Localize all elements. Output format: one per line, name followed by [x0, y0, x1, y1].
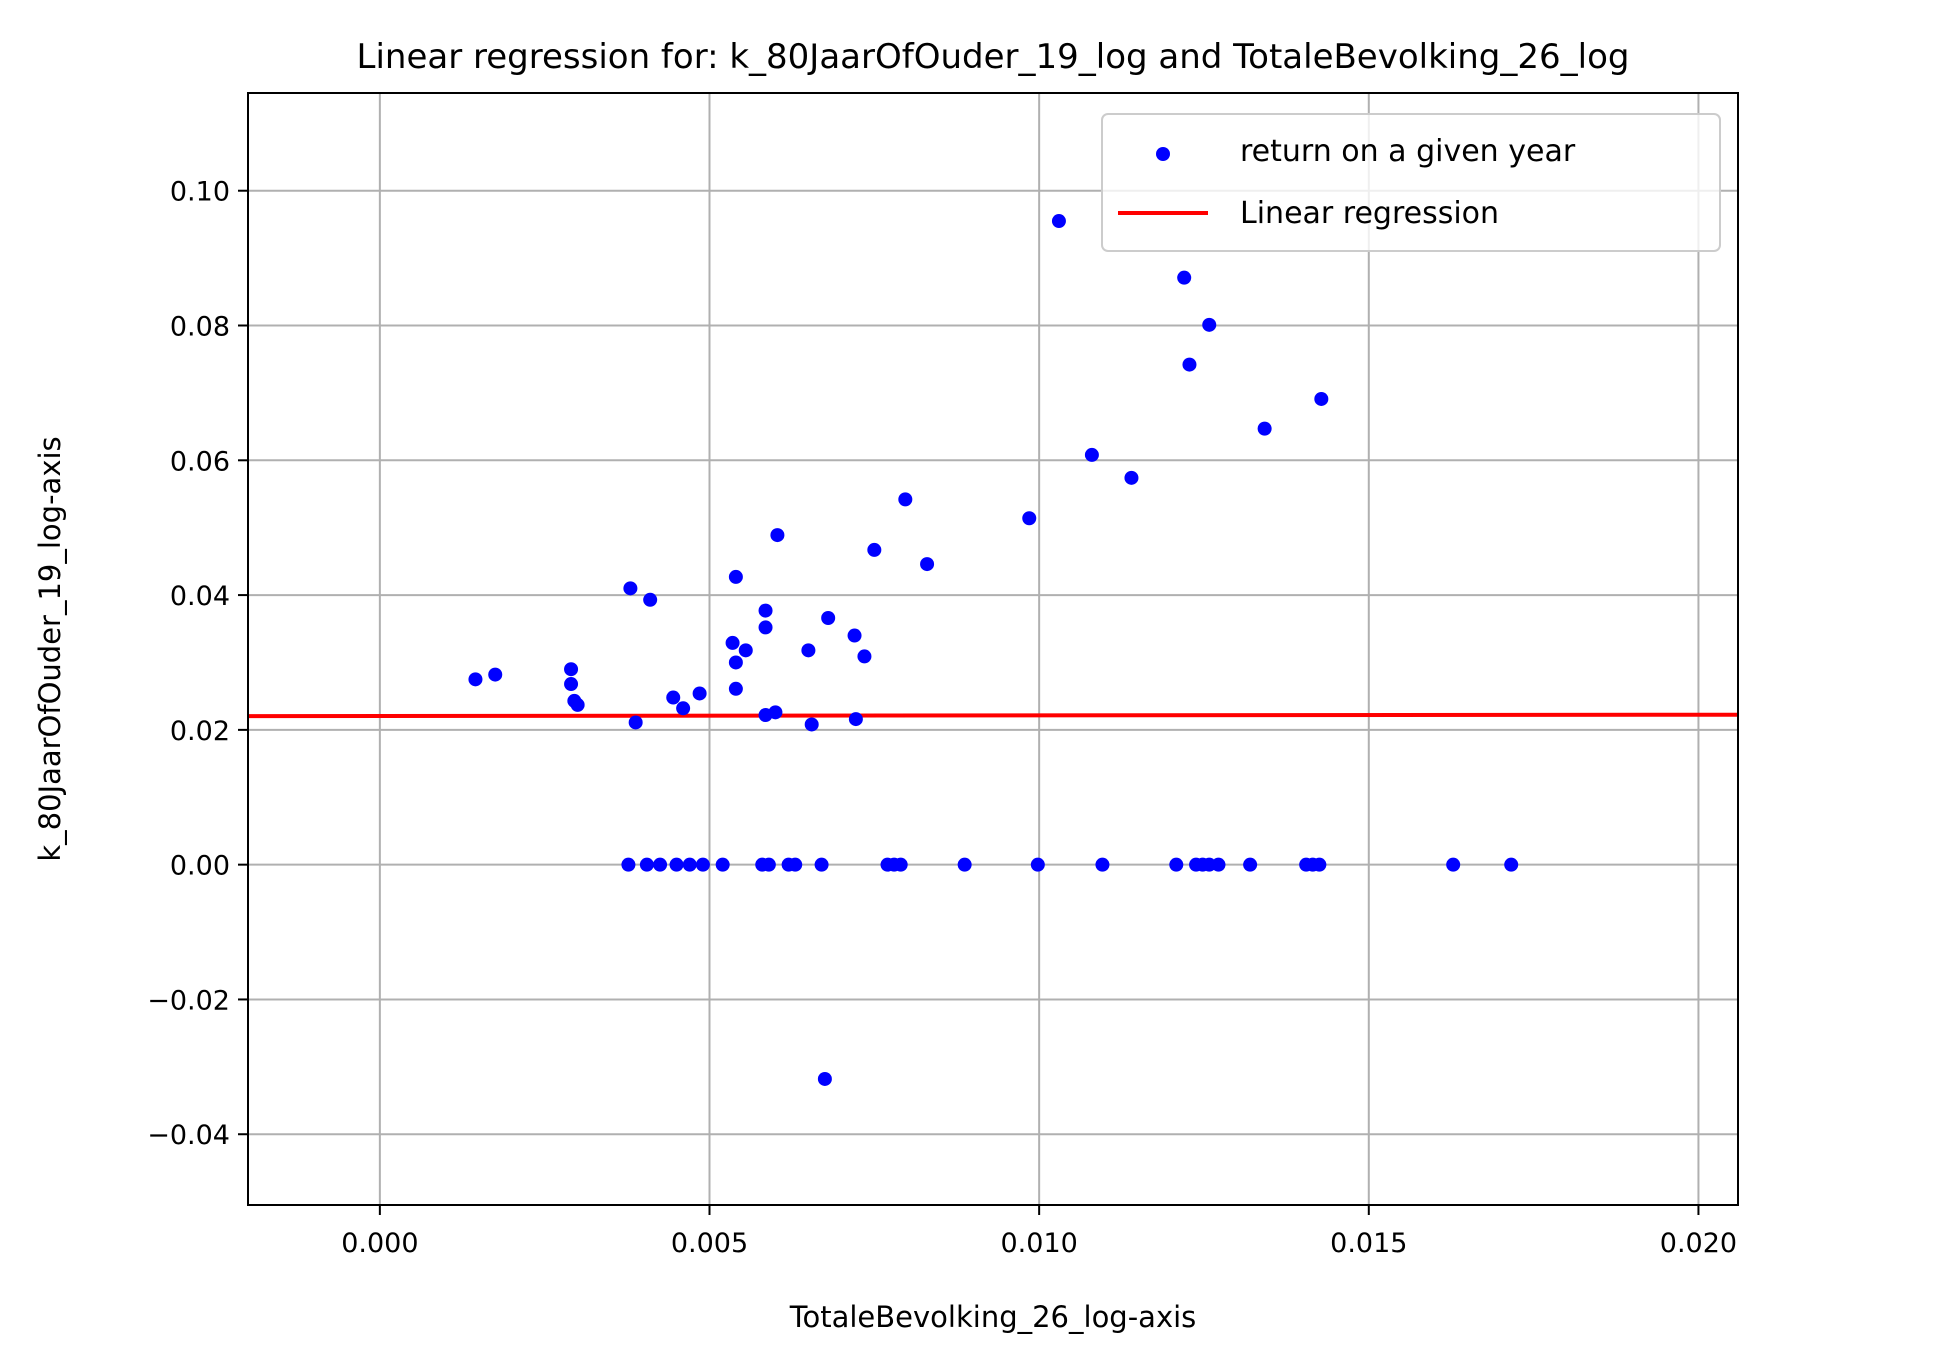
scatter-point: [623, 581, 638, 596]
scatter-point: [847, 628, 862, 643]
legend-label-line: Linear regression: [1240, 196, 1499, 231]
scatter-point: [1084, 447, 1099, 462]
y-tick-label: 0.10: [170, 177, 230, 208]
scatter-point: [1211, 857, 1226, 872]
scatter-point: [758, 620, 773, 635]
x-tick-label: 0.020: [1660, 1228, 1737, 1259]
scatter-point: [920, 557, 935, 572]
scatter-point: [468, 672, 483, 687]
y-axis-label: k_80JaarOfOuder_19_log-axis: [33, 436, 67, 861]
scatter-point: [1124, 470, 1139, 485]
x-axis-ticks: 0.000 0.005 0.010 0.015 0.020: [341, 1205, 1737, 1259]
scatter-point: [814, 857, 829, 872]
y-tick-label: −0.04: [147, 1120, 230, 1151]
scatter-point: [817, 1071, 832, 1086]
y-axis-ticks: −0.04 −0.02 0.00 0.02 0.04 0.06 0.08 0.10: [147, 177, 248, 1151]
scatter-point: [770, 528, 785, 543]
scatter-point: [1314, 391, 1329, 406]
scatter-point: [669, 857, 684, 872]
scatter-point: [898, 492, 913, 507]
x-axis-label: TotaleBevolking_26_log-axis: [789, 1300, 1197, 1334]
scatter-point: [692, 686, 707, 701]
scatter-point: [643, 592, 658, 607]
x-tick-label: 0.015: [1330, 1228, 1407, 1259]
scatter-point: [1051, 214, 1066, 229]
scatter-point: [1504, 857, 1519, 872]
scatter-point: [653, 857, 668, 872]
legend-marker-scatter: [1156, 147, 1170, 161]
scatter-point: [738, 643, 753, 658]
scatter-point: [1177, 270, 1192, 285]
scatter-point: [1202, 317, 1217, 332]
legend-frame: [1101, 113, 1721, 252]
y-tick-label: 0.08: [170, 312, 230, 343]
scatter-points: [468, 214, 1519, 1086]
legend-label-scatter: return on a given year: [1240, 134, 1576, 169]
scatter-point: [676, 701, 691, 716]
scatter-point: [857, 649, 872, 664]
scatter-point: [628, 715, 643, 730]
scatter-point: [1243, 857, 1258, 872]
scatter-point: [639, 857, 654, 872]
scatter-point: [1169, 857, 1184, 872]
scatter-point: [867, 542, 882, 557]
scatter-point: [1446, 857, 1461, 872]
scatter-point: [682, 857, 697, 872]
plot-frame: [247, 92, 1739, 1206]
y-tick-label: 0.04: [170, 581, 230, 612]
scatter-point: [821, 610, 836, 625]
scatter-point: [893, 857, 908, 872]
scatter-point: [1257, 421, 1272, 436]
scatter-point: [758, 603, 773, 618]
scatter-point: [728, 569, 743, 584]
scatter-point: [621, 857, 636, 872]
scatter-point: [1312, 857, 1327, 872]
scatter-point: [1095, 857, 1110, 872]
scatter-point: [788, 857, 803, 872]
scatter-point: [1022, 511, 1037, 526]
regression-line: [247, 712, 1739, 719]
x-tick-label: 0.010: [1001, 1228, 1078, 1259]
scatter-point: [1182, 357, 1197, 372]
y-tick-label: 0.00: [170, 851, 230, 882]
grid: [248, 93, 1738, 1205]
scatter-point: [801, 643, 816, 658]
regression-layer: [247, 712, 1739, 719]
scatter-point: [564, 677, 579, 692]
scatter-point: [570, 697, 585, 712]
scatter-point: [715, 857, 730, 872]
scatter-point: [666, 690, 681, 705]
scatter-point: [804, 717, 819, 732]
scatter-point: [728, 681, 743, 696]
y-tick-label: 0.02: [170, 716, 230, 747]
legend: return on a given year Linear regression: [1101, 113, 1721, 252]
scatter-point: [695, 857, 710, 872]
scatter-point: [957, 857, 972, 872]
chart-title: Linear regression for: k_80JaarOfOuder_1…: [357, 37, 1630, 77]
scatter-point: [761, 857, 776, 872]
x-tick-label: 0.005: [671, 1228, 748, 1259]
scatter-point: [1030, 857, 1045, 872]
y-tick-label: 0.06: [170, 446, 230, 477]
scatter-point: [848, 712, 863, 727]
scatter-point: [768, 705, 783, 720]
scatter-point: [728, 655, 743, 670]
x-tick-label: 0.000: [341, 1228, 418, 1259]
scatter-point: [725, 635, 740, 650]
scatter-point: [564, 662, 579, 677]
y-tick-label: −0.02: [147, 985, 230, 1016]
scatter-point: [488, 667, 503, 682]
